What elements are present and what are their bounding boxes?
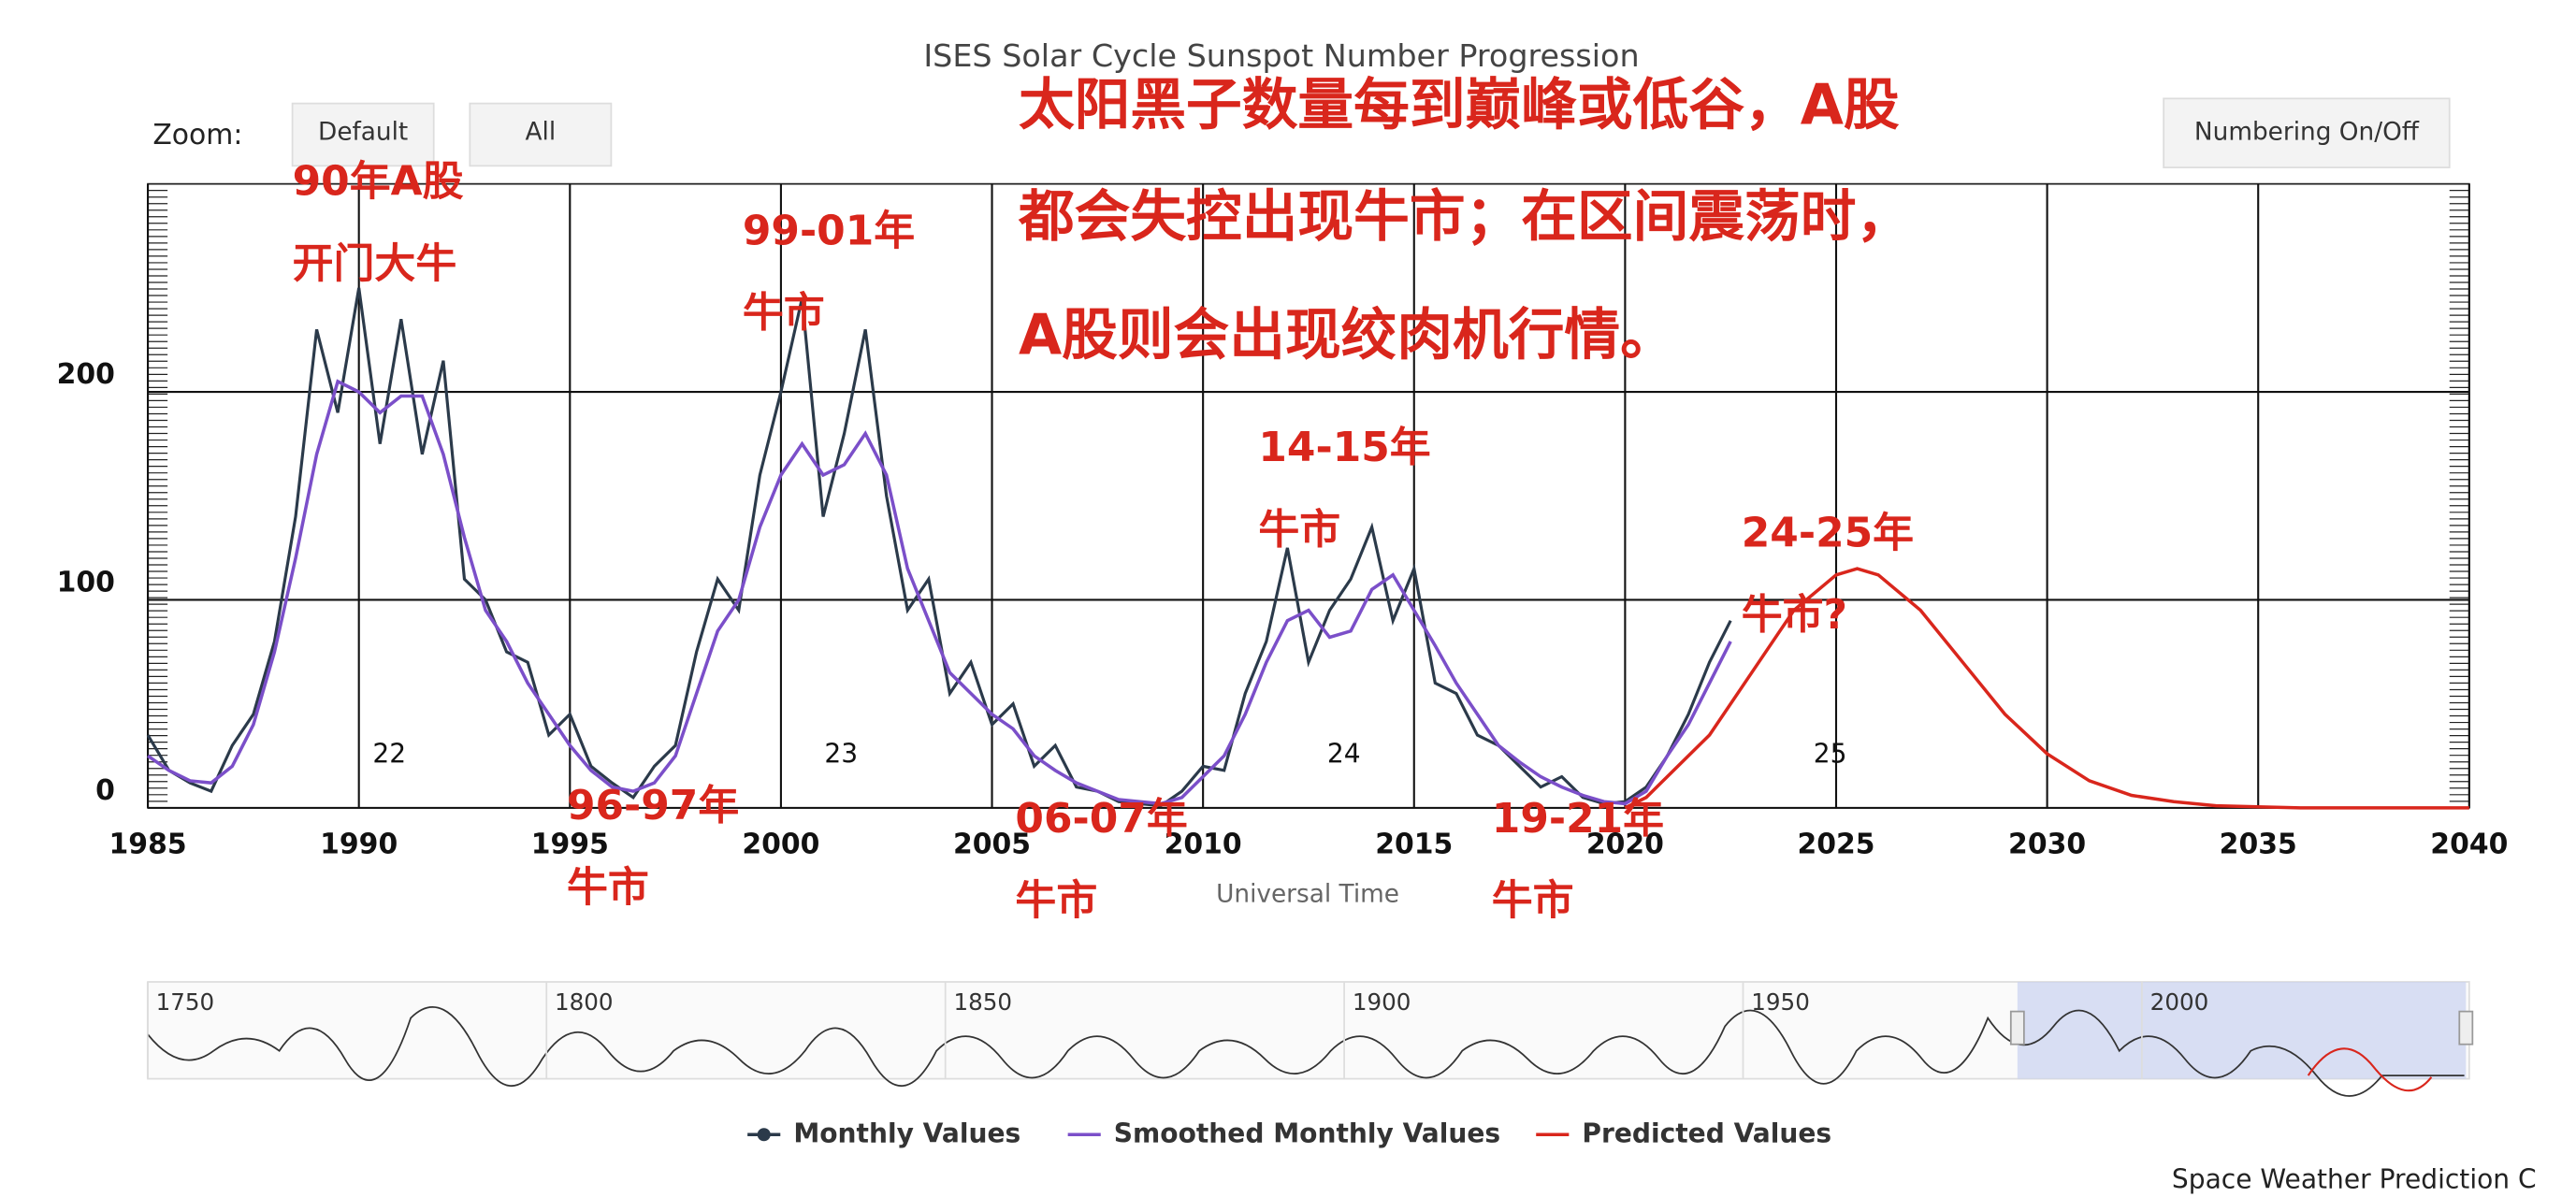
annotation: 06-07年 [1015, 795, 1187, 843]
navigator-handle[interactable] [2458, 1010, 2474, 1046]
navigator-line [147, 1006, 2465, 1097]
annotation: 牛市 [1258, 506, 1340, 554]
button-label[interactable]: All [526, 119, 557, 147]
zoom-label: Zoom: [152, 119, 242, 151]
headline: A股则会出现绞肉机行情。 [1019, 303, 1676, 368]
zoom-all-button[interactable]: All [469, 102, 613, 167]
series-line [146, 287, 1732, 808]
navigator-handle[interactable] [2009, 1010, 2025, 1046]
chart-title: ISES Solar Cycle Sunspot Number Progress… [923, 37, 1639, 74]
x-tick-label: 2035 [2220, 829, 2297, 861]
x-tick-label: 2015 [1375, 829, 1453, 861]
cycle-label: 23 [824, 739, 858, 770]
navigator-tick-label: 1900 [1353, 988, 1411, 1016]
cycle-label: 24 [1327, 739, 1361, 770]
annotation: 牛市 [743, 289, 825, 337]
x-tick-label: 1990 [320, 829, 398, 861]
x-tick-label: 2040 [2430, 829, 2508, 861]
legend-marker [757, 1128, 771, 1142]
annotation: 14-15年 [1258, 424, 1430, 471]
x-tick-label: 2020 [1586, 829, 1664, 861]
y-tick-label: 100 [57, 566, 115, 598]
navigator-prediction [2307, 1047, 2433, 1092]
button-bg[interactable] [469, 102, 613, 167]
button-label[interactable]: Numbering On/Off [2194, 119, 2420, 147]
plot-area: 0 100 200 1985 1990 1995 2000 2005 2010 2015 2020 2… [57, 182, 2508, 908]
series-line [147, 379, 1732, 806]
navigator-tick-label: 1950 [1751, 988, 1810, 1016]
x-tick-label: 1995 [531, 829, 609, 861]
annotation: 19-21年 [1492, 795, 1664, 843]
numbering-button[interactable]: Numbering On/Off [2163, 97, 2451, 168]
headline: 都会失控出现牛市；在区间震荡时， [1018, 185, 1912, 250]
series-line [1624, 567, 2469, 810]
x-axis-title: Universal Time [1216, 880, 1399, 908]
legend-label: Smoothed Monthly Values [1114, 1118, 1500, 1148]
x-tick-label: 2025 [1797, 829, 1874, 861]
x-tick-label: 1985 [109, 829, 187, 861]
y-tick-label: 200 [57, 358, 115, 391]
navigator-axis: 1750 1800 1850 1900 1950 2000 [146, 981, 2209, 1079]
x-tick-label: 2000 [742, 829, 819, 861]
navigator-tick-label: 1750 [156, 988, 215, 1016]
cycle-label: 25 [1814, 739, 1847, 770]
credit: Space Weather Prediction C [2172, 1163, 2537, 1194]
headline: 太阳黑子数量每到巅峰或低谷，A股 [1019, 73, 1900, 137]
annotation: 96-97年 [567, 782, 739, 829]
legend: Monthly Values Smoothed Monthly Values Pre… [747, 1118, 1831, 1148]
cycle-label: 22 [372, 739, 406, 770]
annotation: 牛市? [1742, 591, 1847, 639]
annotation: 99-01年 [743, 207, 915, 254]
annotation: 牛市 [567, 864, 649, 912]
button-label[interactable]: Default [318, 119, 408, 147]
button-bg[interactable] [291, 102, 435, 167]
navigator-selection[interactable] [2017, 981, 2467, 1079]
navigator-tick-label: 1800 [555, 988, 614, 1016]
annotation: 牛市 [1492, 877, 1574, 925]
legend-label: Monthly Values [793, 1118, 1020, 1148]
zoom-default-button[interactable]: Default [291, 102, 435, 167]
button-bg[interactable] [2163, 97, 2451, 168]
navigator-tick-label: 1850 [953, 988, 1012, 1016]
annotation: 开门大牛 [293, 239, 457, 287]
x-tick-label: 2030 [2008, 829, 2086, 861]
legend-label: Predicted Values [1582, 1118, 1831, 1148]
x-tick-label: 2010 [1165, 829, 1242, 861]
annotation: 24-25年 [1742, 509, 1914, 556]
y-tick-label: 0 [95, 774, 115, 807]
navigator-tick-label: 2000 [2150, 988, 2209, 1016]
annotation: 牛市 [1015, 877, 1097, 925]
annotation: 90年A股 [293, 158, 464, 206]
x-tick-label: 2005 [953, 829, 1031, 861]
